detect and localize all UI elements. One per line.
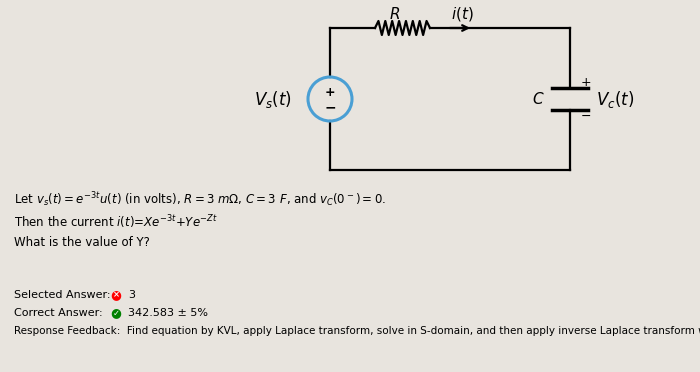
Text: $i(t)$: $i(t)$ — [451, 5, 473, 23]
Text: Selected Answer:: Selected Answer: — [14, 290, 111, 300]
Text: +: + — [581, 76, 592, 89]
Text: Then the current $i(t)$=$Xe^{-3t}$+$Ye^{-Zt}$: Then the current $i(t)$=$Xe^{-3t}$+$Ye^{… — [14, 213, 218, 231]
Text: What is the value of Y?: What is the value of Y? — [14, 237, 150, 250]
Text: +: + — [325, 87, 335, 99]
Text: Correct Answer:: Correct Answer: — [14, 308, 103, 318]
Text: 3: 3 — [128, 290, 135, 300]
Text: −: − — [324, 100, 336, 114]
Text: Let $v_s(t) = e^{-3t}u(t)$ (in volts), $R = 3\ m\Omega$, $C = 3\ F$, and $v_C(0^: Let $v_s(t) = e^{-3t}u(t)$ (in volts), $… — [14, 190, 386, 209]
Text: $C$: $C$ — [532, 91, 545, 107]
Text: $V_c(t)$: $V_c(t)$ — [596, 89, 634, 109]
Text: Response Feedback:  Find equation by KVL, apply Laplace transform, solve in S-do: Response Feedback: Find equation by KVL,… — [14, 326, 700, 336]
Text: −: − — [581, 109, 592, 122]
Text: 342.583 ± 5%: 342.583 ± 5% — [128, 308, 208, 318]
Text: ✓: ✓ — [113, 308, 120, 317]
Text: ×: × — [113, 291, 120, 299]
Text: ●: ● — [111, 307, 121, 320]
Text: ●: ● — [111, 289, 121, 301]
Text: $V_s(t)$: $V_s(t)$ — [254, 89, 292, 109]
Text: $R$: $R$ — [389, 6, 400, 22]
